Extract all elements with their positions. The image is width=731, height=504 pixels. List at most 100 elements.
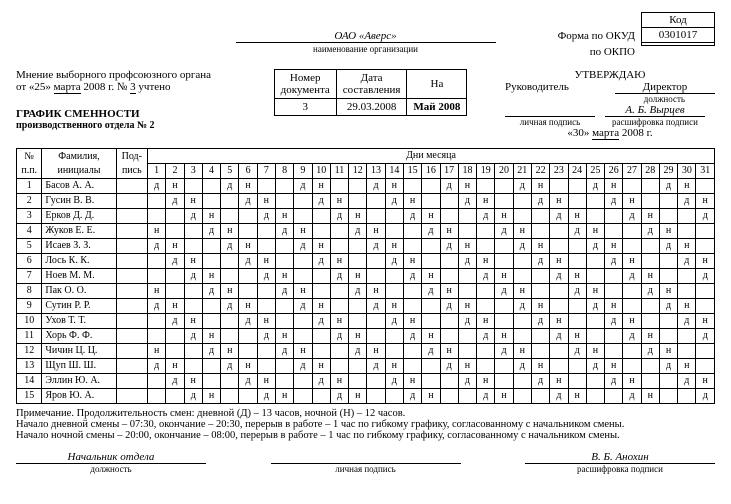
shift-cell (495, 254, 513, 269)
shift-cell (202, 314, 220, 329)
h-days: Дни месяца (148, 149, 715, 164)
shift-cell: д (568, 224, 586, 239)
day-header: 5 (221, 164, 239, 179)
shift-cell (367, 254, 385, 269)
shift-cell (349, 179, 367, 194)
shift-cell: д (239, 314, 257, 329)
shift-cell: д (239, 374, 257, 389)
shift-cell (184, 344, 202, 359)
shift-cell: д (458, 254, 476, 269)
shift-cell (148, 194, 166, 209)
shift-cell (495, 179, 513, 194)
shift-cell: д (531, 254, 549, 269)
shift-cell: н (403, 254, 421, 269)
shift-cell (659, 269, 677, 284)
shift-cell: н (586, 284, 604, 299)
shift-cell (440, 254, 458, 269)
shift-cell: н (568, 389, 586, 404)
shift-cell (458, 389, 476, 404)
shift-cell: н (641, 389, 659, 404)
shift-cell: н (550, 314, 568, 329)
table-row: 8Пак О. О.ндндндндндндндн (17, 284, 715, 299)
docinfo-date: 29.03.2008 (336, 99, 407, 116)
shift-cell (312, 389, 330, 404)
shift-cell (641, 299, 659, 314)
shift-cell (422, 314, 440, 329)
shift-cell: д (623, 389, 641, 404)
shift-cell (623, 359, 641, 374)
shift-cell: н (312, 179, 330, 194)
shift-cell: н (495, 329, 513, 344)
shift-cell (148, 374, 166, 389)
shift-cell (294, 254, 312, 269)
shift-cell: д (276, 344, 294, 359)
table-row: 7Ноев М. М.днднднднднднднд (17, 269, 715, 284)
shift-cell (623, 239, 641, 254)
day-header: 1 (148, 164, 166, 179)
shift-cell (367, 329, 385, 344)
shift-cell (257, 344, 275, 359)
shift-cell (678, 329, 696, 344)
shift-cell (202, 299, 220, 314)
shift-cell: н (550, 374, 568, 389)
shift-cell: д (605, 374, 623, 389)
shift-cell (696, 224, 715, 239)
shift-cell: д (166, 374, 184, 389)
shift-cell (586, 374, 604, 389)
shift-cell: д (477, 389, 495, 404)
shift-cell: д (440, 179, 458, 194)
shift-cell: д (312, 314, 330, 329)
row-num: 2 (17, 194, 42, 209)
shift-cell (403, 359, 421, 374)
shift-cell: д (513, 179, 531, 194)
shift-cell: н (276, 389, 294, 404)
shift-cell: н (422, 329, 440, 344)
shift-cell (221, 389, 239, 404)
shift-cell: н (422, 389, 440, 404)
shift-cell: н (440, 344, 458, 359)
row-sign (116, 299, 147, 314)
shift-cell: н (696, 314, 715, 329)
row-name: Хорь Ф. Ф. (42, 329, 116, 344)
shift-cell (276, 254, 294, 269)
day-header: 10 (312, 164, 330, 179)
row-sign (116, 194, 147, 209)
row-num: 1 (17, 179, 42, 194)
shift-cell: д (605, 254, 623, 269)
shift-cell (696, 284, 715, 299)
day-header: 11 (330, 164, 348, 179)
shift-cell: н (385, 239, 403, 254)
row-name: Сутин Р. Р. (42, 299, 116, 314)
shift-cell (513, 374, 531, 389)
shift-cell: д (696, 329, 715, 344)
shift-cell: н (678, 299, 696, 314)
shift-cell: н (184, 254, 202, 269)
org-sub: наименование организации (313, 44, 418, 54)
shift-cell (641, 359, 659, 374)
shift-cell: д (184, 329, 202, 344)
shift-cell: д (531, 314, 549, 329)
shift-cell (367, 269, 385, 284)
shift-cell: н (202, 209, 220, 224)
shift-cell (513, 194, 531, 209)
row-sign (116, 314, 147, 329)
shift-cell (641, 374, 659, 389)
row-num: 7 (17, 269, 42, 284)
shift-cell (385, 269, 403, 284)
day-header: 2 (166, 164, 184, 179)
footer-pos: Начальник отдела (16, 451, 206, 464)
shift-cell: д (550, 269, 568, 284)
shift-cell: д (403, 209, 421, 224)
shift-cell: д (458, 374, 476, 389)
shift-cell: н (531, 299, 549, 314)
shift-cell (184, 359, 202, 374)
approve-position-sub: должность (505, 94, 715, 104)
shift-cell (422, 239, 440, 254)
shift-cell: н (422, 269, 440, 284)
shift-cell: д (385, 254, 403, 269)
shift-cell: н (221, 344, 239, 359)
shift-cell: н (257, 374, 275, 389)
shift-cell (422, 194, 440, 209)
shift-cell: н (458, 359, 476, 374)
shift-cell: н (239, 179, 257, 194)
